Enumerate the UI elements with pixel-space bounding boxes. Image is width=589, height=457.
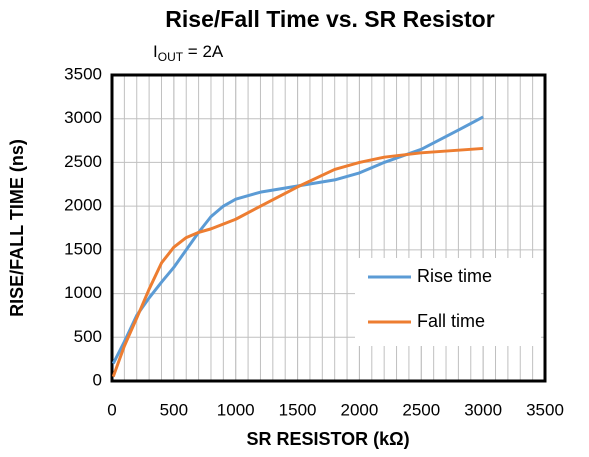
chart-subtitle: IOUT = 2A (153, 42, 224, 64)
y-axis-label: RISE/FALL TIME (ns) (7, 139, 27, 317)
subtitle-rest: = 2A (183, 42, 224, 61)
y-tick-label: 0 (93, 370, 102, 389)
plot-border (110, 73, 547, 383)
y-tick-label: 1000 (64, 283, 102, 302)
series-line (111, 146, 484, 378)
x-axis-label: SR RESISTOR (kΩ) (246, 429, 409, 449)
series-line (111, 115, 484, 365)
y-tick-label: 1500 (64, 239, 102, 258)
x-tick-label: 0 (107, 400, 116, 419)
legend-label: Rise time (417, 266, 492, 286)
x-tick-label: 500 (160, 400, 188, 419)
legend-box (355, 258, 541, 346)
x-tick-label: 2000 (341, 400, 379, 419)
legend-label: Fall time (417, 311, 485, 331)
y-tick-label: 2000 (64, 196, 102, 215)
x-tick-label: 3500 (526, 400, 564, 419)
subtitle-main: I (153, 42, 158, 61)
chart-title: Rise/Fall Time vs. SR Resistor (165, 6, 494, 32)
x-tick-label: 3000 (464, 400, 502, 419)
x-tick-label: 1000 (217, 400, 255, 419)
y-tick-label: 3500 (64, 64, 102, 83)
x-tick-label: 2500 (402, 400, 440, 419)
y-tick-label: 3000 (64, 108, 102, 127)
y-tick-label: 2500 (64, 152, 102, 171)
y-tick-label: 500 (74, 327, 102, 346)
subtitle-sub: OUT (158, 50, 184, 64)
x-tick-label: 1500 (279, 400, 317, 419)
